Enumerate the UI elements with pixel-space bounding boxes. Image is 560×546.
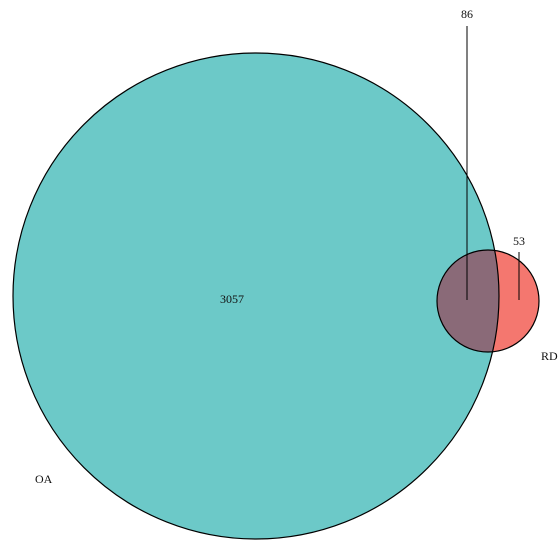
circle-outline	[436, 249, 540, 353]
set-circle	[13, 53, 499, 539]
region-label: 3057	[220, 292, 244, 306]
set-label: OA	[35, 472, 53, 486]
circle-outline	[12, 52, 500, 540]
set-label: RD	[541, 349, 558, 363]
region-label: 86	[461, 7, 473, 21]
region-label: 53	[513, 234, 525, 248]
overlap-region	[437, 250, 499, 352]
